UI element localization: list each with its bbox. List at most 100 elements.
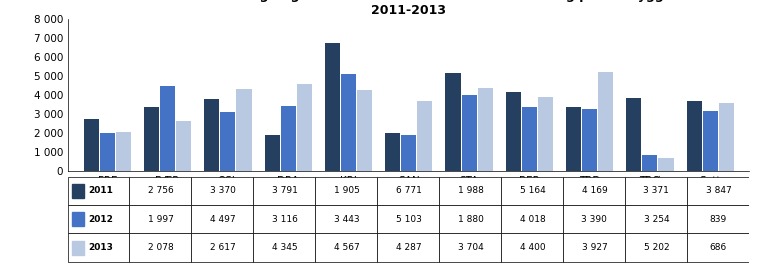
FancyBboxPatch shape: [254, 205, 316, 233]
FancyBboxPatch shape: [129, 233, 192, 262]
Bar: [643, 155, 658, 171]
Bar: [566, 107, 581, 171]
Text: 4 400: 4 400: [519, 243, 545, 252]
Text: 4 345: 4 345: [272, 243, 298, 252]
Bar: [176, 121, 192, 171]
Bar: [341, 74, 356, 171]
Text: 2 078: 2 078: [148, 243, 173, 252]
Bar: [478, 88, 493, 171]
Bar: [71, 184, 84, 198]
FancyBboxPatch shape: [254, 177, 316, 205]
Text: 3 371: 3 371: [643, 186, 669, 195]
Text: 3 704: 3 704: [457, 243, 483, 252]
FancyBboxPatch shape: [687, 177, 749, 205]
Text: 2011: 2011: [89, 186, 114, 195]
Text: 4 287: 4 287: [396, 243, 421, 252]
Bar: [160, 86, 175, 171]
Text: 3 791: 3 791: [272, 186, 298, 195]
Bar: [385, 133, 400, 171]
Bar: [100, 133, 115, 171]
Text: 3 443: 3 443: [334, 215, 360, 224]
Bar: [687, 101, 702, 171]
FancyBboxPatch shape: [378, 205, 439, 233]
FancyBboxPatch shape: [501, 233, 563, 262]
FancyBboxPatch shape: [625, 177, 687, 205]
Text: 2012: 2012: [89, 215, 114, 224]
Bar: [538, 97, 553, 171]
Bar: [626, 98, 641, 171]
FancyBboxPatch shape: [687, 205, 749, 233]
FancyBboxPatch shape: [563, 233, 625, 262]
FancyBboxPatch shape: [749, 233, 757, 262]
Text: 3 254: 3 254: [643, 215, 669, 224]
Text: 2 617: 2 617: [210, 243, 235, 252]
Bar: [445, 73, 460, 171]
FancyBboxPatch shape: [192, 205, 254, 233]
Bar: [71, 240, 84, 255]
Bar: [144, 107, 159, 171]
Text: 686: 686: [710, 243, 727, 252]
FancyBboxPatch shape: [501, 205, 563, 233]
FancyBboxPatch shape: [687, 233, 749, 262]
Text: 4 567: 4 567: [334, 243, 360, 252]
Bar: [582, 109, 597, 171]
Bar: [462, 95, 477, 171]
FancyBboxPatch shape: [439, 205, 501, 233]
Bar: [522, 107, 537, 171]
Bar: [281, 106, 296, 171]
FancyBboxPatch shape: [192, 177, 254, 205]
Bar: [357, 90, 372, 171]
FancyBboxPatch shape: [316, 177, 378, 205]
Bar: [116, 132, 131, 171]
FancyBboxPatch shape: [625, 205, 687, 233]
Bar: [71, 212, 84, 226]
Text: 3 370: 3 370: [210, 186, 235, 195]
FancyBboxPatch shape: [68, 177, 129, 205]
Text: 1 905: 1 905: [334, 186, 360, 195]
Text: 3 927: 3 927: [581, 243, 607, 252]
Bar: [325, 43, 340, 171]
FancyBboxPatch shape: [129, 177, 192, 205]
FancyBboxPatch shape: [749, 205, 757, 233]
FancyBboxPatch shape: [316, 205, 378, 233]
Text: 2 756: 2 756: [148, 186, 173, 195]
Text: 3 390: 3 390: [581, 215, 607, 224]
FancyBboxPatch shape: [378, 233, 439, 262]
FancyBboxPatch shape: [192, 233, 254, 262]
FancyBboxPatch shape: [68, 205, 129, 233]
Text: 5 164: 5 164: [519, 186, 545, 195]
FancyBboxPatch shape: [749, 177, 757, 205]
Text: 3 116: 3 116: [272, 215, 298, 224]
FancyBboxPatch shape: [563, 177, 625, 205]
Text: 4 018: 4 018: [519, 215, 545, 224]
FancyBboxPatch shape: [625, 233, 687, 262]
Text: 4 497: 4 497: [210, 215, 235, 224]
Text: 1 880: 1 880: [457, 215, 484, 224]
FancyBboxPatch shape: [378, 177, 439, 205]
Text: 6 771: 6 771: [395, 186, 422, 195]
FancyBboxPatch shape: [501, 177, 563, 205]
FancyBboxPatch shape: [254, 233, 316, 262]
Text: 4 169: 4 169: [581, 186, 607, 195]
Text: 5 103: 5 103: [395, 215, 422, 224]
Bar: [702, 111, 718, 171]
FancyBboxPatch shape: [129, 205, 192, 233]
Bar: [659, 158, 674, 171]
Bar: [401, 136, 416, 171]
Text: 1 997: 1 997: [148, 215, 173, 224]
Bar: [506, 92, 521, 171]
Bar: [417, 101, 432, 171]
Bar: [265, 135, 279, 171]
Text: 2013: 2013: [89, 243, 114, 252]
FancyBboxPatch shape: [68, 233, 129, 262]
FancyBboxPatch shape: [439, 233, 501, 262]
Bar: [598, 72, 613, 171]
Bar: [719, 103, 734, 171]
Text: 839: 839: [710, 215, 727, 224]
FancyBboxPatch shape: [439, 177, 501, 205]
Text: 3 847: 3 847: [706, 186, 731, 195]
Bar: [297, 84, 312, 171]
FancyBboxPatch shape: [563, 205, 625, 233]
Bar: [204, 99, 220, 171]
Bar: [220, 112, 235, 171]
